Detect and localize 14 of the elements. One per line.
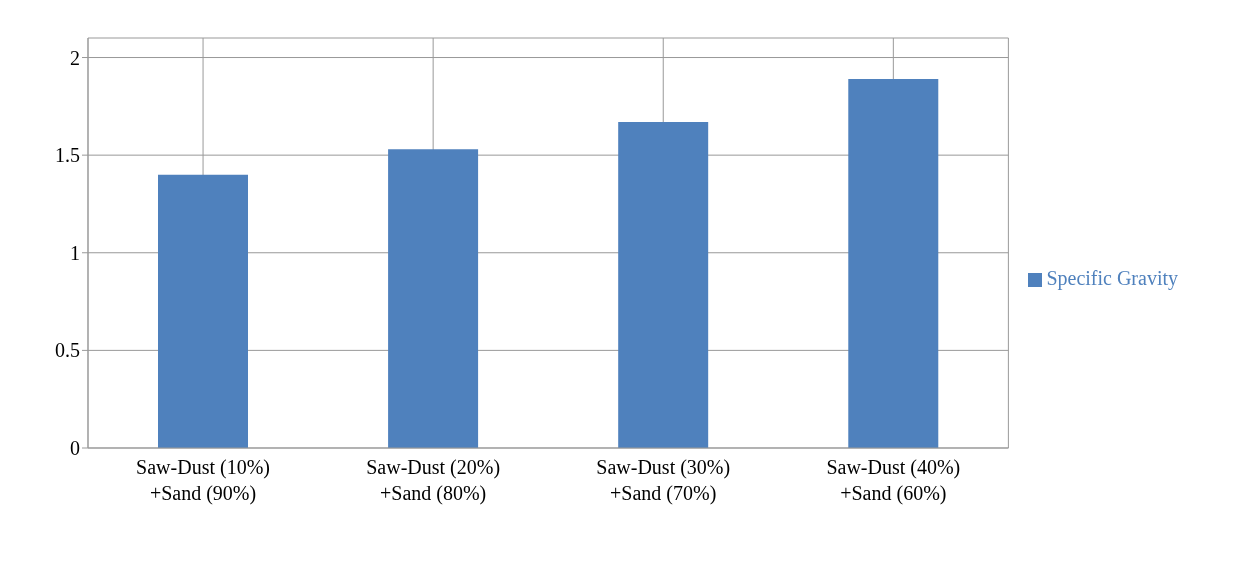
legend-label: Specific Gravity [1046, 266, 1178, 289]
y-tick-label: 0 [70, 437, 80, 460]
y-tick-label: 2 [70, 46, 80, 69]
bar [158, 174, 248, 448]
x-tick-label: Saw-Dust (30%) +Sand (70%) [596, 456, 731, 505]
bar [388, 149, 479, 448]
bar [618, 121, 709, 448]
x-tick-label: Saw-Dust (40%) +Sand (60%) [826, 456, 961, 505]
y-tick-label: 1 [70, 241, 80, 264]
x-tick-label: Saw-Dust (10%) +Sand (90%) [136, 456, 270, 505]
y-tick-label: 0.5 [55, 339, 80, 362]
x-tick-label: Saw-Dust (20%) +Sand (80%) [366, 456, 501, 505]
y-tick-label: 1.5 [55, 144, 80, 167]
bar [848, 79, 939, 448]
